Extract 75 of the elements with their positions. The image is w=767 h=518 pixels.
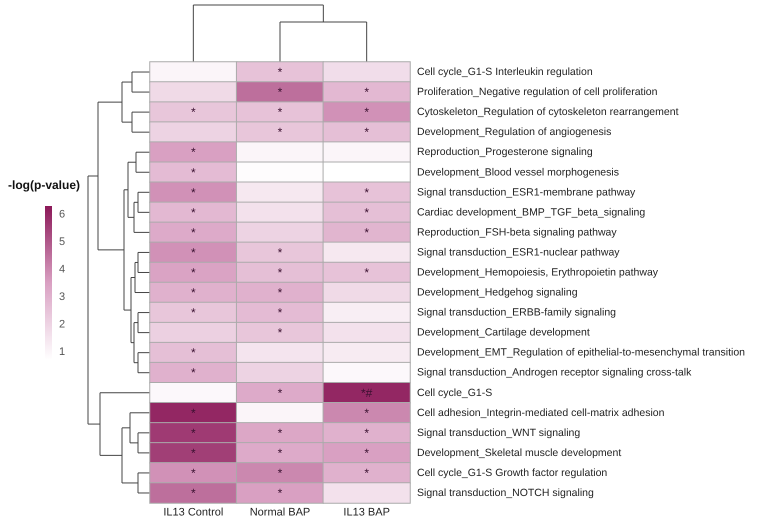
data-label: * — [278, 306, 283, 320]
color-bar-label: 6 — [59, 208, 66, 220]
data-label: * — [278, 386, 283, 400]
data-label: * — [364, 85, 370, 100]
data-label: * — [278, 426, 283, 440]
y-tick-label: Signal transduction_ERBB-family signaling — [417, 306, 616, 319]
y-tick-label: Cardiac development_BMP_TGF_beta_signaling — [417, 206, 646, 218]
data-label: * — [190, 145, 196, 160]
y-tick-label: Signal transduction_Androgen receptor signaling cross-talk — [417, 366, 692, 379]
y-tick-label: Development_Regulation of angiogenesis — [417, 126, 612, 138]
color-bar-label: 4 — [59, 263, 66, 276]
color-bar-label: 3 — [59, 290, 66, 303]
data-label: * — [190, 346, 196, 360]
y-tick-label: Cell cycle_G1-S Growth factor regulation — [417, 466, 608, 479]
data-label: * — [364, 105, 370, 120]
data-label: * — [190, 165, 196, 180]
data-label: * — [364, 446, 370, 460]
y-tick-label: Development_EMT_Regulation of epithelial-to-mesenchymal transition — [417, 346, 746, 359]
data-label: * — [190, 426, 196, 440]
data-label: * — [190, 366, 196, 380]
data-label: * — [190, 225, 196, 240]
data-label: * — [278, 466, 283, 480]
data-label: * — [190, 406, 196, 420]
data-label: * — [278, 486, 283, 500]
data-label: * — [278, 245, 283, 260]
data-label: * — [190, 486, 196, 500]
x-tick-label: IL13 Control — [163, 506, 224, 518]
data-label: * — [190, 286, 196, 300]
data-label: * — [364, 466, 370, 480]
data-label: * — [278, 65, 283, 80]
data-label: * — [364, 125, 370, 140]
y-tick-label: Cell cycle_G1-S — [417, 386, 492, 399]
data-label: * — [278, 326, 283, 340]
y-tick-label: Development_Hemopoiesis, Erythropoietin pathway — [417, 266, 659, 278]
y-tick-label: Signal transduction_WNT signaling — [417, 426, 580, 439]
data-label: * — [278, 286, 283, 300]
data-label: *# — [360, 386, 373, 400]
color-bar-label: 5 — [59, 236, 66, 248]
data-label: * — [190, 265, 196, 280]
y-tick-label: Cytoskeleton_Regulation of cytoskeleton rearrangement — [417, 106, 679, 118]
y-tick-label: Reproduction_FSH-beta signaling pathway — [417, 226, 618, 238]
color-bar-label: 1 — [59, 346, 66, 358]
data-label: * — [190, 105, 196, 120]
y-tick-label: Development_Skeletal muscle development — [417, 446, 622, 459]
y-tick-label: Proliferation_Negative regulation of cell proliferation — [417, 86, 658, 98]
y-tick-label: Signal transduction_ESR1-membrane pathway — [417, 186, 636, 198]
data-label: * — [190, 306, 196, 320]
data-label: * — [364, 185, 370, 200]
y-tick-label: Signal transduction_ESR1-nuclear pathway — [417, 246, 620, 258]
data-label: * — [278, 125, 283, 140]
data-label: * — [278, 85, 283, 100]
y-tick-label: Development_Cartilage development — [417, 326, 590, 339]
data-label: * — [364, 426, 370, 440]
y-tick-label: Cell adhesion_Integrin-mediated cell-matrix adhesion — [417, 406, 665, 419]
data-label: * — [278, 105, 283, 120]
x-tick-label: IL13 BAP — [343, 506, 390, 518]
data-label: * — [190, 185, 196, 200]
color-bar-title: -log(p-value) — [8, 178, 80, 192]
data-label: * — [190, 446, 196, 460]
data-label: * — [190, 205, 196, 220]
data-label: * — [364, 225, 370, 240]
color-bar-label: 2 — [59, 318, 66, 330]
y-tick-label: Development_Hedgehog signaling — [417, 286, 578, 299]
data-label: * — [364, 205, 370, 220]
data-label: * — [364, 265, 370, 280]
x-tick-label: Normal BAP — [250, 506, 310, 518]
y-tick-label: Reproduction_Progesterone signaling — [417, 146, 593, 158]
y-tick-label: Cell cycle_G1-S Interleukin regulation — [417, 66, 593, 78]
data-label: * — [364, 406, 370, 420]
data-label: * — [190, 245, 196, 260]
data-label: * — [278, 265, 283, 280]
y-tick-label: Signal transduction_NOTCH signaling — [417, 486, 594, 499]
y-tick-label: Development_Blood vessel morphogenesis — [417, 166, 619, 178]
data-label: * — [278, 446, 283, 460]
data-label: * — [190, 466, 196, 480]
